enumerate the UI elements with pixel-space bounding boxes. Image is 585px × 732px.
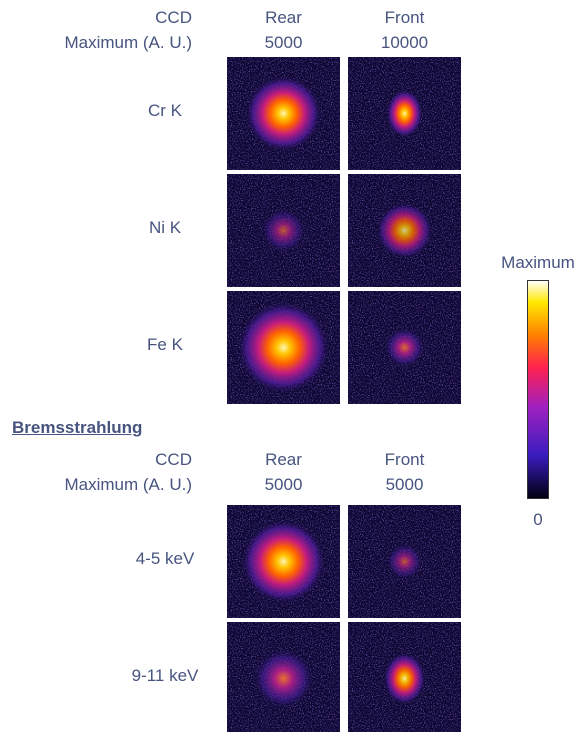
ccd-image: [348, 291, 461, 404]
ccd-image: [348, 57, 461, 170]
row-label: Ni K: [110, 218, 220, 238]
ccd-image: [348, 622, 461, 732]
header-label: CCD: [20, 8, 192, 28]
section-title: Bremsstrahlung: [12, 418, 142, 438]
colorbar-min-label: 0: [488, 510, 585, 530]
row-label: Fe K: [110, 335, 220, 355]
ccd-image: [227, 57, 340, 170]
figure: Maximum 0 CCD Maximum (A. U.) Rear 5000 Fron…: [0, 0, 585, 732]
column-maximum: 5000: [227, 475, 340, 495]
column-name: Front: [348, 8, 461, 28]
colorbar: [527, 280, 549, 499]
ccd-image: [227, 505, 340, 618]
header-label: Maximum (A. U.): [20, 33, 192, 53]
header-label: CCD: [20, 450, 192, 470]
column-maximum: 5000: [348, 475, 461, 495]
row-label: 4-5 keV: [110, 549, 220, 569]
ccd-image: [227, 622, 340, 732]
column-name: Rear: [227, 8, 340, 28]
column-name: Rear: [227, 450, 340, 470]
colorbar-max-label: Maximum: [488, 253, 585, 273]
row-label: 9-11 keV: [110, 666, 220, 686]
column-maximum: 5000: [227, 33, 340, 53]
ccd-image: [227, 174, 340, 287]
ccd-image: [227, 291, 340, 404]
ccd-image: [348, 505, 461, 618]
ccd-image: [348, 174, 461, 287]
column-maximum: 10000: [348, 33, 461, 53]
column-name: Front: [348, 450, 461, 470]
header-label: Maximum (A. U.): [20, 475, 192, 495]
row-label: Cr K: [110, 101, 220, 121]
